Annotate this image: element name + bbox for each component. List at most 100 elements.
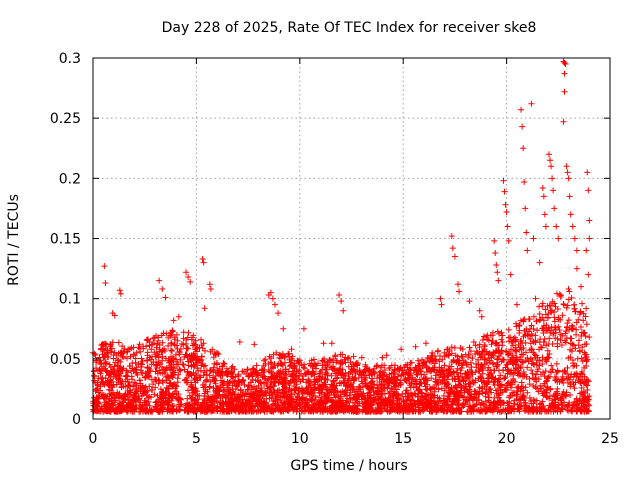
- data-point: [272, 397, 279, 404]
- data-point: [220, 378, 227, 385]
- data-point: [546, 350, 553, 357]
- data-point: [455, 378, 462, 385]
- data-point: [520, 345, 527, 352]
- data-point: [441, 400, 448, 407]
- spike-point: [267, 289, 274, 296]
- data-point: [556, 291, 563, 298]
- data-point: [273, 391, 280, 398]
- data-point: [124, 369, 131, 376]
- data-point: [306, 406, 313, 413]
- data-point: [567, 383, 574, 390]
- data-point: [531, 351, 538, 358]
- data-point: [455, 360, 462, 367]
- data-point: [544, 315, 551, 322]
- data-point: [431, 364, 438, 371]
- data-point: [350, 377, 357, 384]
- data-point: [349, 373, 356, 380]
- data-point: [275, 407, 282, 414]
- data-point: [152, 368, 159, 375]
- data-point: [148, 386, 155, 393]
- data-point: [214, 393, 221, 400]
- data-point: [305, 369, 312, 376]
- data-point: [499, 338, 506, 345]
- data-point: [359, 393, 366, 400]
- data-point: [565, 286, 572, 293]
- data-point: [154, 401, 161, 408]
- data-point: [292, 379, 299, 386]
- data-point: [533, 318, 540, 325]
- data-point: [516, 395, 523, 402]
- data-point: [537, 344, 544, 351]
- data-point: [558, 395, 565, 402]
- data-point: [318, 385, 325, 392]
- data-point: [528, 331, 535, 338]
- data-point: [280, 390, 287, 397]
- data-point: [216, 371, 223, 378]
- data-point: [472, 379, 479, 386]
- data-point: [485, 364, 492, 371]
- data-point: [354, 408, 361, 415]
- data-point: [552, 377, 559, 384]
- data-point: [421, 374, 428, 381]
- data-point: [565, 317, 572, 324]
- data-point: [400, 399, 407, 406]
- spike-point: [156, 277, 163, 284]
- data-point: [119, 406, 126, 413]
- data-point: [329, 399, 336, 406]
- data-point: [367, 386, 374, 393]
- data-point: [192, 390, 199, 397]
- data-point: [471, 388, 478, 395]
- data-point: [296, 385, 303, 392]
- data-point: [564, 320, 571, 327]
- data-point: [403, 369, 410, 376]
- data-point: [192, 346, 199, 353]
- tick-labels: 0 5 10 15 20 25 0 0.05 0.1 0.15 0.2 0.25 0.3: [50, 51, 619, 447]
- data-point: [194, 377, 201, 384]
- data-point: [402, 375, 409, 382]
- spike-point: [573, 247, 580, 254]
- data-point: [506, 338, 513, 345]
- data-point: [114, 357, 121, 364]
- data-point: [394, 373, 401, 380]
- data-point: [148, 356, 155, 363]
- data-point: [280, 370, 287, 377]
- data-point: [93, 403, 100, 410]
- data-point: [286, 363, 293, 370]
- data-point: [538, 404, 545, 411]
- data-point: [285, 351, 292, 358]
- data-point: [428, 408, 435, 415]
- data-point: [558, 396, 565, 403]
- spike-point: [111, 312, 118, 319]
- data-point: [424, 381, 431, 388]
- data-point: [557, 331, 564, 338]
- spike-point: [206, 281, 213, 288]
- data-point: [275, 369, 282, 376]
- data-point: [264, 377, 271, 384]
- data-point: [477, 354, 484, 361]
- data-point: [486, 350, 493, 357]
- data-point: [484, 367, 491, 374]
- data-point: [568, 407, 575, 414]
- data-point: [150, 406, 157, 413]
- data-point: [563, 393, 570, 400]
- data-point: [485, 351, 492, 358]
- data-point: [552, 329, 559, 336]
- data-point: [367, 392, 374, 399]
- data-point: [418, 380, 425, 387]
- data-point: [428, 375, 435, 382]
- data-point: [154, 407, 161, 414]
- data-point: [213, 392, 220, 399]
- data-point: [521, 395, 528, 402]
- data-point: [119, 350, 126, 357]
- data-point: [251, 391, 258, 398]
- data-point: [470, 338, 477, 345]
- data-point: [563, 389, 570, 396]
- data-point: [422, 386, 429, 393]
- data-point: [416, 404, 423, 411]
- data-point: [186, 392, 193, 399]
- data-point: [343, 405, 350, 412]
- data-point: [551, 300, 558, 307]
- data-point: [539, 325, 546, 332]
- data-point: [514, 391, 521, 398]
- data-point: [503, 348, 510, 355]
